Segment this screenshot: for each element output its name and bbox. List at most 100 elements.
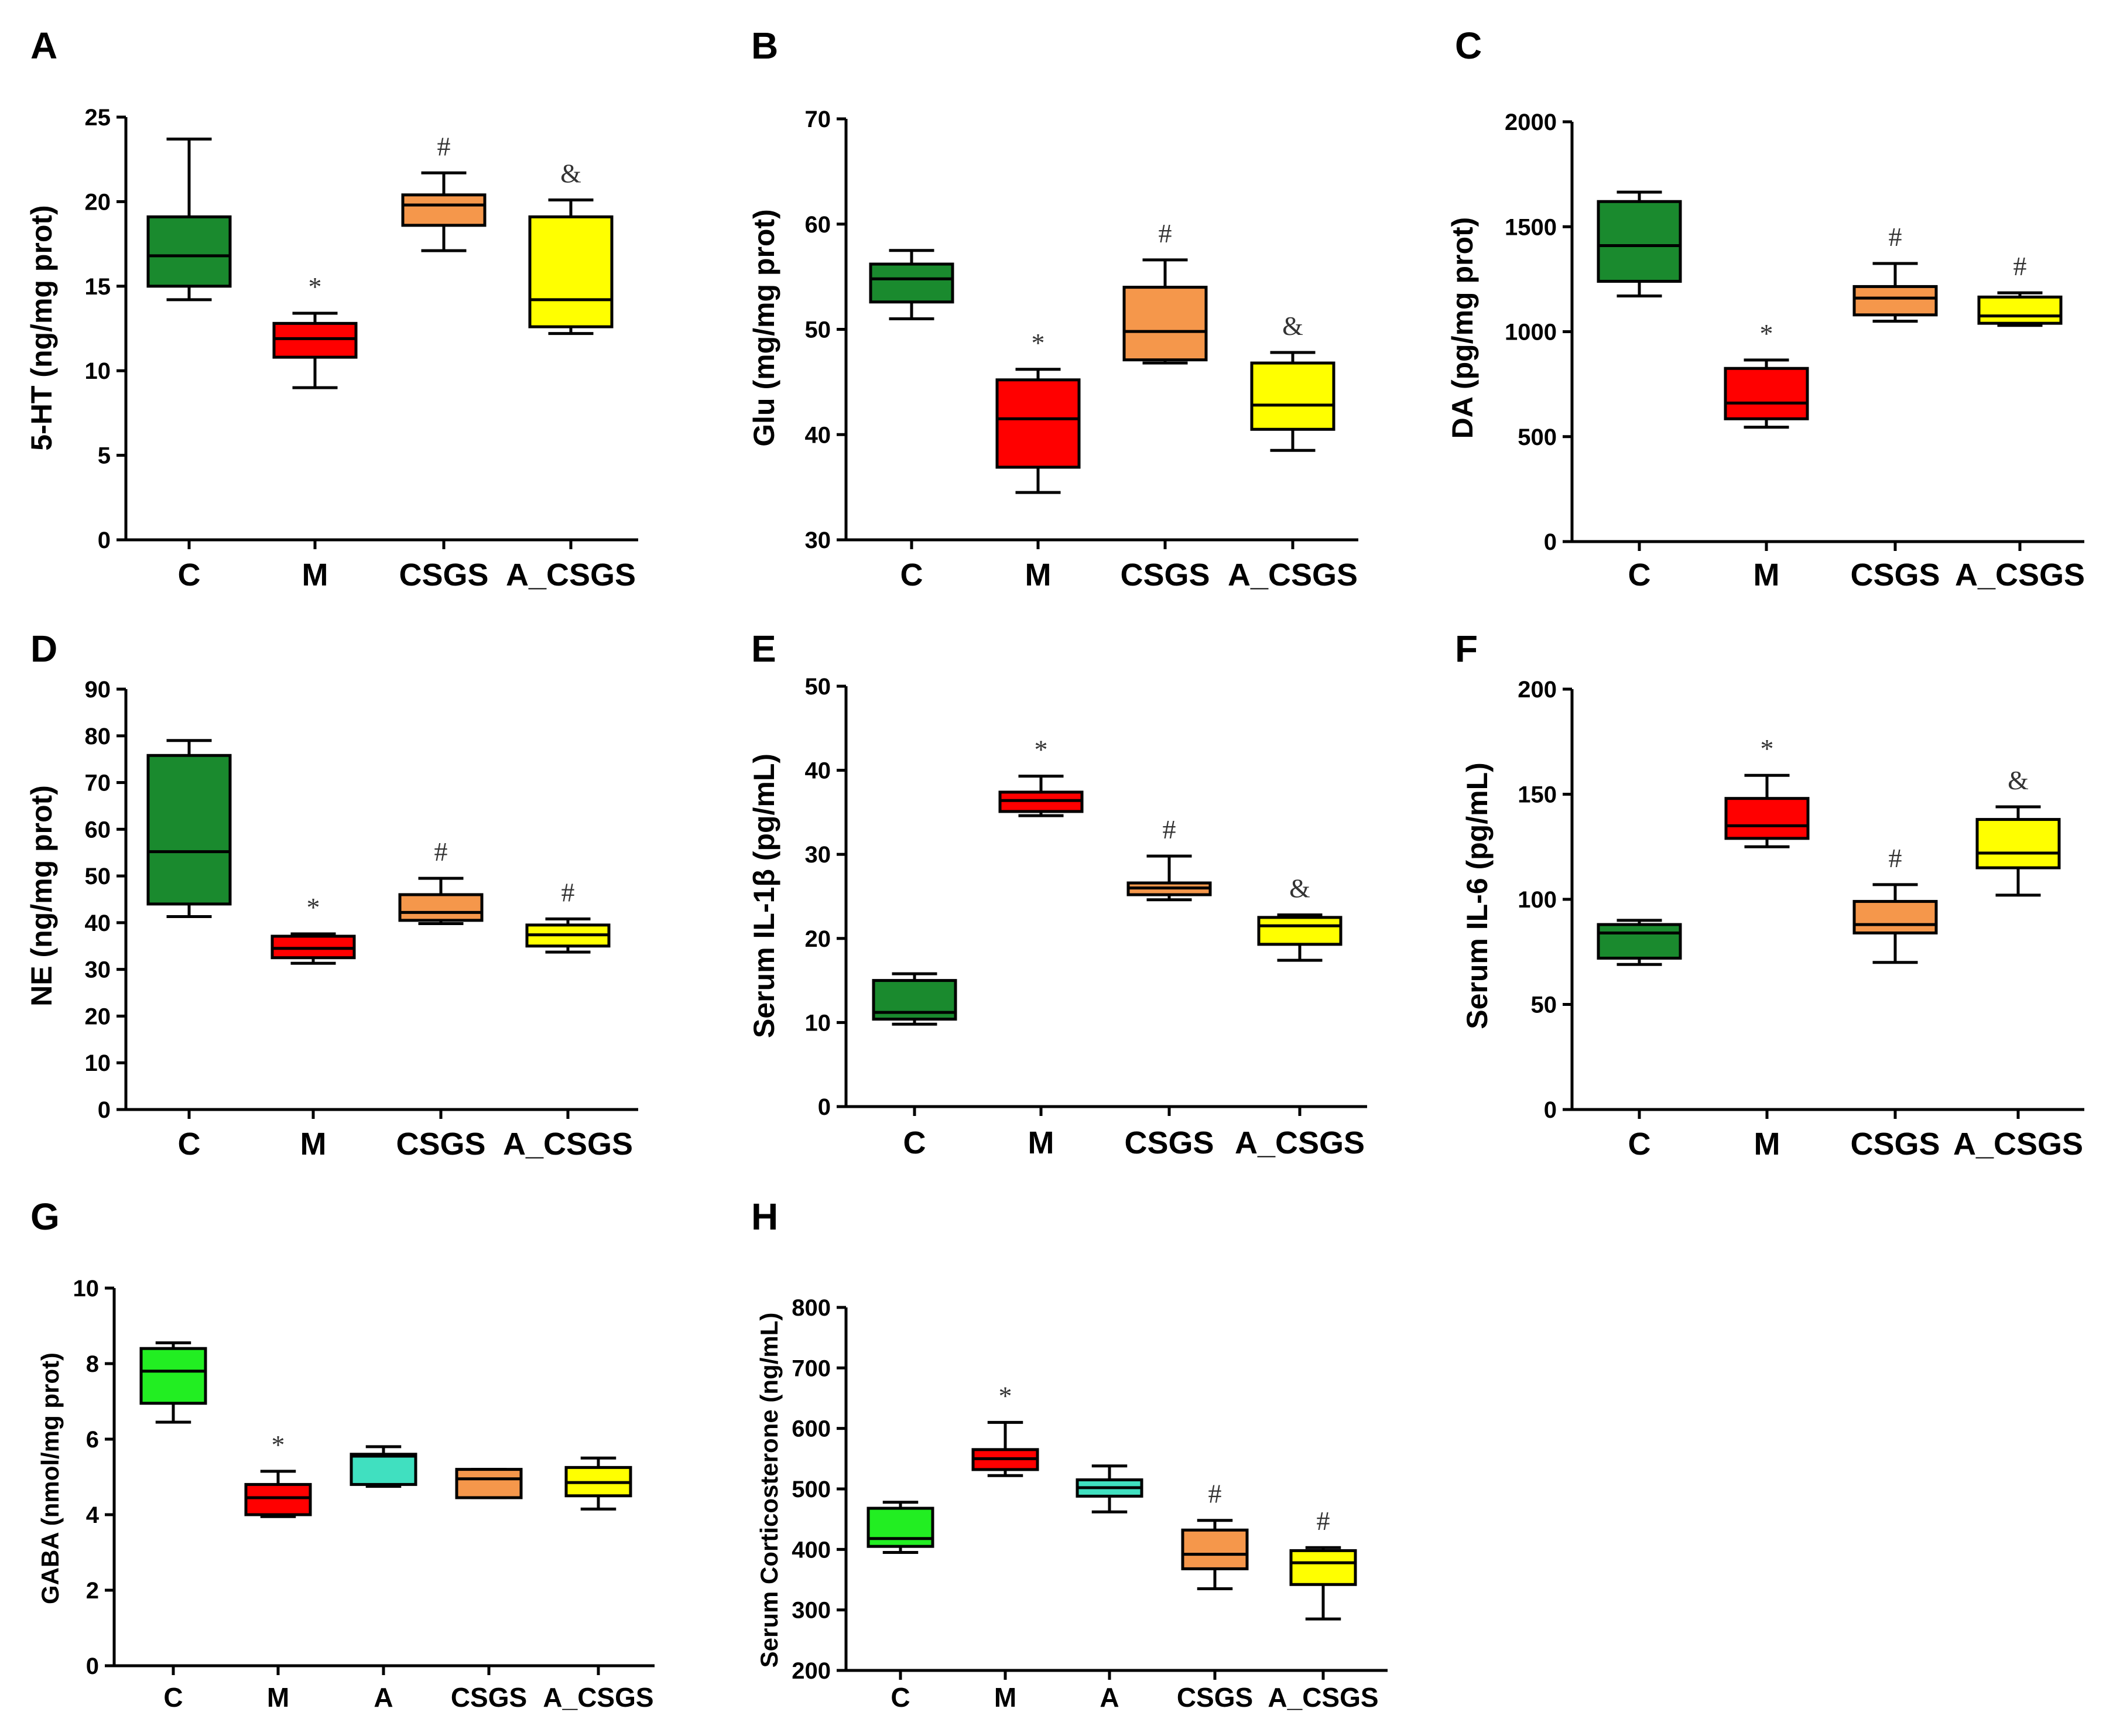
box-C [1597, 919, 1682, 966]
significance-mark: & [560, 159, 581, 189]
box-A_CSGS: # [525, 878, 611, 954]
box-iqr [244, 1482, 312, 1516]
x-tick-label: C [163, 1682, 183, 1713]
significance-mark: # [561, 878, 575, 908]
significance-mark: # [1889, 222, 1902, 252]
x-tick-label: CSGS [1850, 1126, 1940, 1162]
x-tick-label: C [178, 557, 201, 593]
panel-B: B Glu (mg/mg prot) 30 40 50 60 70 C M CSGS A_CSGS *… [748, 25, 1358, 593]
box-A_CSGS: & [1257, 874, 1343, 962]
y-tick-label: 150 [1518, 782, 1557, 808]
significance-mark: * [309, 272, 322, 302]
y-axis-label: NE (ng/mg prot) [25, 785, 58, 1006]
y-axis-label: Serum Corticosterone (ng/mL) [755, 1313, 783, 1668]
y-tick-label: 700 [792, 1355, 831, 1381]
y-tick-label: 6 [86, 1427, 99, 1453]
y-tick-label: 30 [805, 842, 831, 868]
y-tick-label: 40 [85, 910, 111, 936]
x-tick-label: A_CSGS [1228, 557, 1358, 593]
y-tick-label: 80 [85, 724, 111, 749]
y-tick-label: 15 [85, 274, 111, 300]
box-A_CSGS [564, 1456, 632, 1511]
panel-E: E Serum IL-1β (pg/mL) 0 10 20 30 40 50 C M CSGS A_C… [748, 628, 1367, 1160]
panel-H: H Serum Corticosterone (ng/mL) 200 300 400 50… [751, 1196, 1388, 1713]
panel-C: C DA (pg/mg prot) 0 500 1000 1500 2000 C M CSGS A_… [1446, 25, 2085, 593]
y-tick-label: 500 [1518, 424, 1557, 450]
box-iqr [146, 215, 232, 288]
x-tick-label: C [900, 557, 923, 593]
significance-mark: # [1889, 843, 1902, 873]
significance-mark: * [1032, 328, 1045, 358]
significance-mark: * [999, 1381, 1012, 1410]
box-CSGS: # [1852, 843, 1938, 964]
x-tick-label: CSGS [1120, 557, 1210, 593]
y-axis-label: GABA (nmol/mg prot) [36, 1352, 64, 1604]
x-tick-label: CSGS [399, 557, 488, 593]
box-M: * [270, 892, 356, 965]
panel-letter: E [751, 628, 776, 670]
x-tick-label: A [374, 1682, 393, 1713]
y-tick-label: 100 [1518, 887, 1557, 913]
box-A_CSGS: & [1250, 311, 1335, 452]
box-iqr [1289, 1549, 1357, 1586]
box-CSGS: # [398, 837, 484, 925]
y-tick-label: 60 [85, 817, 111, 843]
box-M: * [272, 272, 358, 389]
y-tick-label: 30 [805, 528, 831, 553]
x-tick-label: M [994, 1682, 1016, 1713]
box-M: * [971, 1381, 1039, 1477]
box-A_CSGS: & [528, 159, 614, 335]
box-iqr [867, 1506, 934, 1548]
box-iqr [139, 1347, 207, 1405]
x-tick-label: M [302, 557, 328, 593]
x-tick-label: A_CSGS [506, 557, 636, 593]
x-tick-label: M [1754, 1126, 1780, 1162]
y-tick-label: 0 [86, 1653, 99, 1679]
y-tick-label: 0 [1544, 529, 1557, 555]
y-tick-label: 50 [85, 864, 111, 889]
panel-letter: H [751, 1196, 778, 1238]
y-axis-label: DA (pg/mg prot) [1446, 217, 1479, 439]
y-tick-label: 60 [805, 212, 831, 238]
panel-letter: A [30, 25, 57, 67]
significance-mark: * [307, 892, 320, 922]
x-tick-label: C [891, 1682, 910, 1713]
significance-mark: * [1035, 735, 1048, 765]
box-iqr [1250, 361, 1335, 431]
y-tick-label: 40 [805, 422, 831, 448]
x-tick-label: M [267, 1682, 289, 1713]
x-tick-label: C [903, 1125, 926, 1160]
x-tick-label: A_CSGS [1953, 1126, 2083, 1162]
box-iqr [869, 262, 954, 304]
box-C [146, 138, 232, 302]
y-tick-label: 10 [85, 358, 111, 384]
y-tick-label: 20 [85, 189, 111, 215]
significance-mark: # [1159, 218, 1172, 248]
x-tick-label: CSGS [1850, 557, 1940, 593]
y-tick-label: 800 [792, 1295, 831, 1321]
y-tick-label: 50 [805, 317, 831, 343]
box-CSGS: # [1181, 1479, 1249, 1590]
box-CSGS [455, 1468, 523, 1499]
y-tick-label: 600 [792, 1416, 831, 1442]
box-C [139, 1341, 207, 1424]
x-tick-label: M [1025, 557, 1052, 593]
significance-mark: * [1760, 319, 1773, 348]
panel-G: G GABA (nmol/mg prot) 0 2 4 6 8 10 C M A CSGS A_CSGS… [30, 1196, 655, 1713]
x-tick-label: A_CSGS [1235, 1125, 1365, 1160]
y-tick-label: 70 [85, 771, 111, 796]
y-tick-label: 200 [1518, 677, 1557, 703]
box-iqr [1975, 818, 2061, 869]
significance-mark: & [2008, 765, 2029, 795]
x-tick-label: CSGS [1177, 1682, 1253, 1713]
box-iqr [401, 193, 487, 227]
panel-F: F Serum IL-6 (pg/mL) 0 50 100 150 200 C M CSGS A_C… [1455, 628, 2084, 1162]
box-A_CSGS: # [1977, 251, 2063, 327]
y-axis-label: 5-HT (ng/mg prot) [25, 205, 58, 450]
box-CSGS: # [1126, 814, 1212, 902]
panel-letter: G [30, 1196, 60, 1238]
y-tick-label: 0 [98, 528, 111, 553]
box-C [1597, 190, 1682, 298]
x-tick-label: C [1628, 557, 1651, 593]
y-tick-label: 50 [805, 674, 831, 700]
